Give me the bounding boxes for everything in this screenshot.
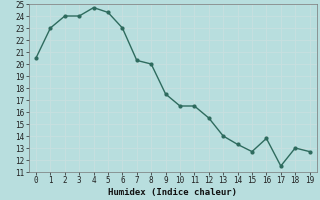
X-axis label: Humidex (Indice chaleur): Humidex (Indice chaleur) — [108, 188, 237, 197]
